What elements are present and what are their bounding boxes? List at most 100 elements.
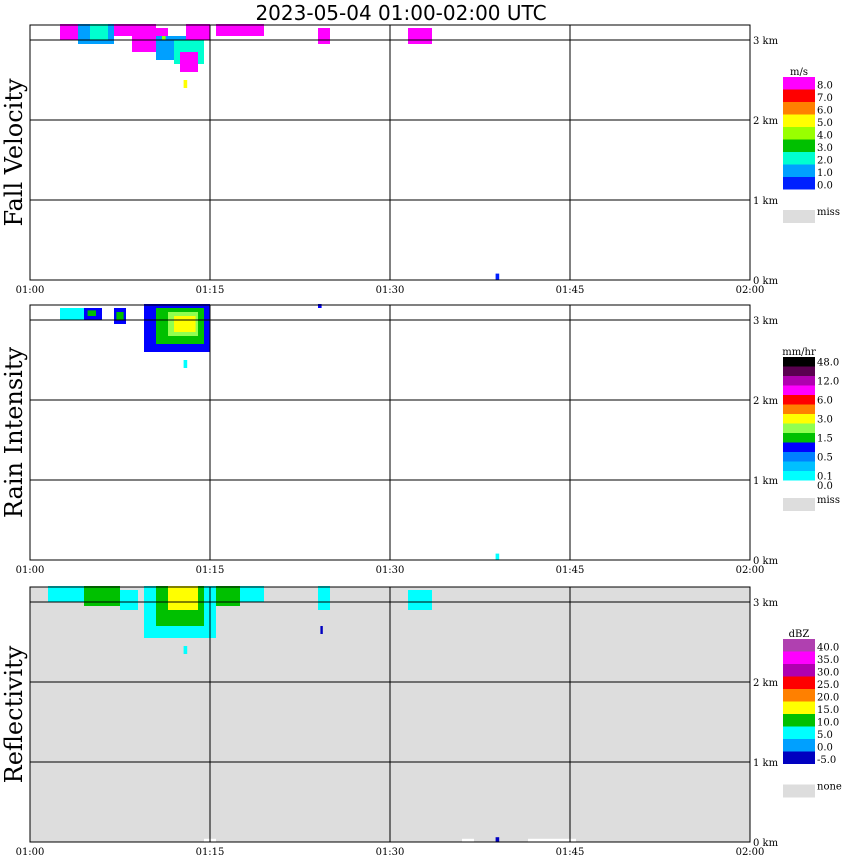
echo-cell <box>174 316 196 332</box>
echo-cell <box>168 586 198 610</box>
panel-2: 01:00 01:15 01:30 01:45 02:000 km 1 km 2 km 3 k… <box>0 586 842 858</box>
x-tick-label: 02:00 <box>736 847 765 858</box>
echo-cell <box>87 310 96 316</box>
echo-cell <box>48 586 84 602</box>
x-tick-label: 02:00 <box>736 565 765 576</box>
legend-swatch <box>783 366 815 376</box>
legend-swatch <box>783 164 815 177</box>
legend-label: 2.0 <box>817 156 833 167</box>
legend-missing-swatch <box>783 784 815 798</box>
legend-swatch <box>783 423 815 433</box>
echo-cell <box>318 586 330 610</box>
legend-swatch <box>783 714 815 727</box>
legend-swatch <box>783 114 815 127</box>
legend-swatch <box>783 77 815 90</box>
echo-cell <box>90 24 108 40</box>
plot-frame <box>29 24 751 281</box>
legend: dBZ 40.035.0 30.025.0 20.015.0 10.05.0 0.0-5.… <box>783 629 842 798</box>
legend-missing-swatch <box>783 210 815 223</box>
echo-cell <box>495 273 500 280</box>
plot-frame <box>29 586 751 843</box>
legend-swatch <box>783 102 815 115</box>
y-tick-label: 0 km <box>753 556 779 567</box>
legend-swatch <box>783 414 815 424</box>
echo-cell <box>462 838 474 842</box>
legend-label: 5.0 <box>817 118 833 129</box>
legend-swatch <box>783 433 815 443</box>
echo-cell <box>183 80 188 88</box>
legend-swatch <box>783 726 815 739</box>
legend-swatch <box>783 639 815 652</box>
legend-missing-swatch <box>783 498 815 511</box>
legend-missing-label: miss <box>817 207 840 218</box>
y-tick-label: 3 km <box>753 598 779 609</box>
legend-label: 35.0 <box>817 655 839 666</box>
echo-cell <box>186 24 210 40</box>
legend-swatch <box>783 664 815 677</box>
legend-label: 1.5 <box>817 434 833 445</box>
legend-label: 8.0 <box>817 81 833 92</box>
legend-swatch <box>783 739 815 752</box>
legend-label: 0.0 <box>817 743 833 754</box>
y-tick-label: 1 km <box>753 758 779 769</box>
legend-swatch <box>783 689 815 702</box>
legend-label: 6.0 <box>817 106 833 117</box>
y-axis-label: Fall Velocity <box>0 78 28 227</box>
legend-swatch <box>783 676 815 689</box>
echo-cell <box>320 626 323 634</box>
y-tick-label: 0 km <box>753 838 779 849</box>
legend-swatch <box>783 127 815 140</box>
legend-label: 25.0 <box>817 680 839 691</box>
legend-label: 0.0 <box>817 181 833 192</box>
x-tick-label: 01:30 <box>376 847 405 858</box>
x-tick-label: 02:00 <box>736 285 765 296</box>
legend-unit: dBZ <box>789 629 810 640</box>
legend-swatch <box>783 395 815 405</box>
y-axis-label: Reflectivity <box>0 645 28 783</box>
echo-cell <box>318 304 322 308</box>
x-tick-label: 01:00 <box>16 847 45 858</box>
x-tick-label: 01:30 <box>376 565 405 576</box>
echo-cell <box>495 553 500 560</box>
legend-swatch <box>783 89 815 102</box>
y-tick-label: 3 km <box>753 36 779 47</box>
legend-label: 48.0 <box>817 358 839 369</box>
echo-cell <box>528 838 576 842</box>
legend-label: 0.0 <box>817 481 833 492</box>
x-tick-label: 01:15 <box>196 565 225 576</box>
y-tick-label: 2 km <box>753 396 779 407</box>
y-tick-label: 0 km <box>753 276 779 287</box>
panels: 01:00 01:15 01:30 01:45 02:000 km1 km2 km3 k… <box>0 24 842 858</box>
legend: m/s 8.07.0 6.05.0 4.03.0 2.01.0 0.0 miss <box>783 67 840 223</box>
echo-cell <box>180 52 198 72</box>
legend-label: 40.0 <box>817 643 839 654</box>
x-tick-label: 01:45 <box>556 285 585 296</box>
legend-swatch <box>783 764 815 777</box>
panel-0: 01:00 01:15 01:30 01:45 02:000 km 1 km 2 km 3 k… <box>0 24 840 296</box>
echo-cell <box>116 312 124 320</box>
plot-frame <box>29 304 751 561</box>
echo-cell <box>183 646 188 654</box>
x-tick-label: 01:45 <box>556 847 585 858</box>
echo-cell <box>408 590 432 610</box>
legend-swatch <box>783 452 815 462</box>
legend-label: 4.0 <box>817 131 833 142</box>
legend-label: 0.5 <box>817 453 833 464</box>
y-tick-label: 1 km <box>753 476 779 487</box>
legend-swatch <box>783 701 815 714</box>
legend-swatch <box>783 442 815 452</box>
legend-label: 1.0 <box>817 168 833 179</box>
echo-cell <box>60 308 84 320</box>
echo-cell <box>318 28 330 44</box>
legend-label: 3.0 <box>817 415 833 426</box>
legend-label: 3.0 <box>817 143 833 154</box>
legend-label: 12.0 <box>817 377 839 388</box>
panel-1: 01:00 01:15 01:30 01:45 02:000 km 1 km 2 km 3 k… <box>0 304 840 576</box>
legend-swatch <box>783 404 815 414</box>
legend-swatch <box>783 376 815 386</box>
legend-swatch <box>783 480 815 490</box>
x-tick-label: 01:15 <box>196 285 225 296</box>
y-tick-label: 2 km <box>753 678 779 689</box>
legend-label: 5.0 <box>817 730 833 741</box>
